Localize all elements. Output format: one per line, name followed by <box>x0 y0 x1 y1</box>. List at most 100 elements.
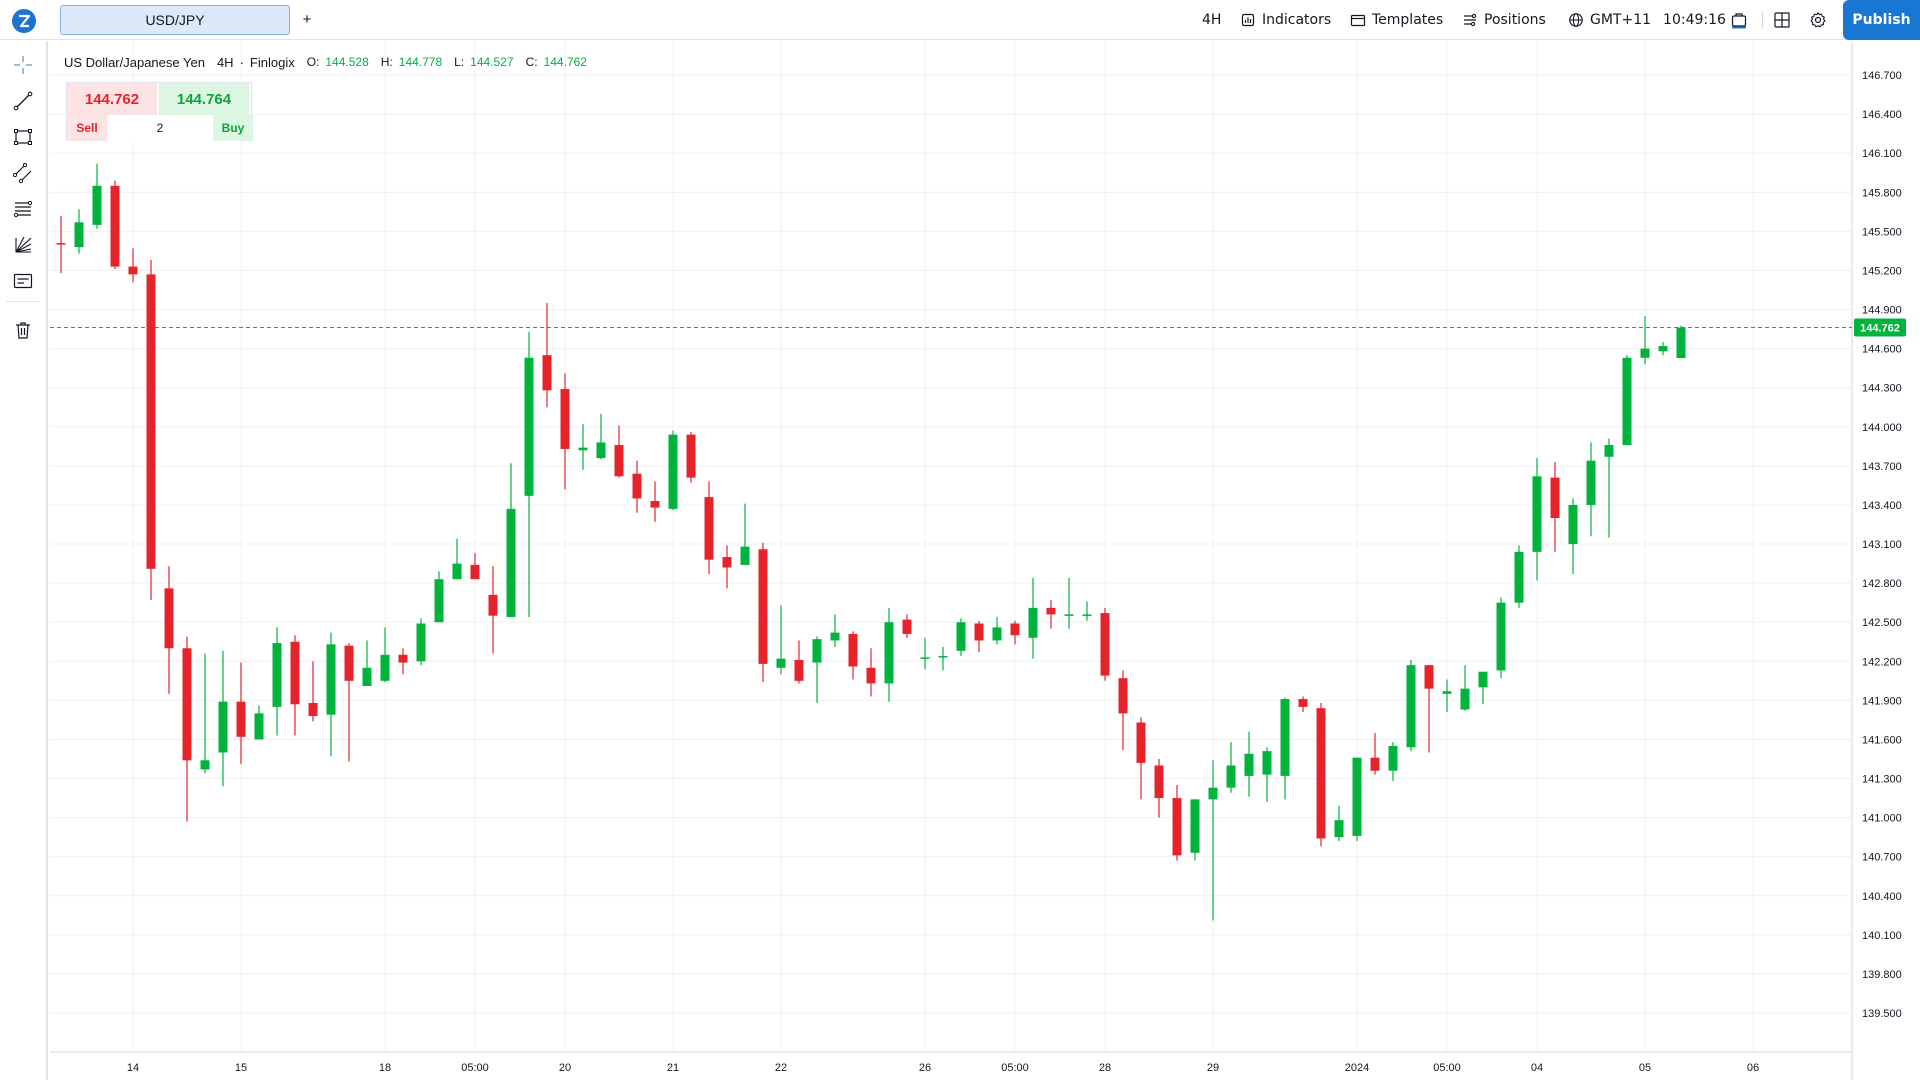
candle[interactable] <box>1010 620 1020 645</box>
candle[interactable] <box>128 248 138 283</box>
candle[interactable] <box>1136 717 1146 800</box>
candle[interactable] <box>1298 696 1308 713</box>
candle[interactable] <box>1280 697 1290 800</box>
candle[interactable] <box>542 303 552 408</box>
candle[interactable] <box>1028 577 1038 659</box>
candle[interactable] <box>632 460 642 513</box>
candle[interactable] <box>362 640 372 687</box>
trade-panel-toggle[interactable] <box>1730 0 1748 40</box>
quantity-input[interactable] <box>107 115 213 141</box>
sell-price-button[interactable]: 144.762 <box>67 83 157 115</box>
candle[interactable] <box>1514 545 1524 608</box>
candle[interactable] <box>1082 601 1092 621</box>
positions-button[interactable]: Positions <box>1462 0 1546 40</box>
candle[interactable] <box>920 637 930 670</box>
candle[interactable] <box>272 627 282 736</box>
candle[interactable] <box>506 463 516 617</box>
candle[interactable] <box>614 425 624 478</box>
candle[interactable] <box>830 614 840 647</box>
candle[interactable] <box>758 542 768 683</box>
candle[interactable] <box>218 650 228 787</box>
candle[interactable] <box>1604 438 1614 538</box>
candle[interactable] <box>812 636 822 703</box>
candle[interactable] <box>578 424 588 470</box>
trend-line-tool[interactable] <box>10 90 36 116</box>
candle[interactable] <box>1190 799 1200 861</box>
gann-fan-tool[interactable] <box>10 234 36 260</box>
candle[interactable] <box>1460 665 1470 711</box>
candle[interactable] <box>722 545 732 589</box>
candle[interactable] <box>704 481 714 575</box>
candle[interactable] <box>452 538 462 580</box>
candle[interactable] <box>776 605 786 675</box>
candle[interactable] <box>1406 659 1416 752</box>
candle[interactable] <box>290 635 300 736</box>
candle[interactable] <box>992 616 1002 645</box>
crosshair-tool[interactable] <box>10 54 36 80</box>
candle[interactable] <box>110 180 120 270</box>
rectangle-tool[interactable] <box>10 126 36 152</box>
candle[interactable] <box>470 553 480 580</box>
candle[interactable] <box>398 648 408 675</box>
candle[interactable] <box>488 566 498 654</box>
candle[interactable] <box>650 481 660 522</box>
candle[interactable] <box>1172 785 1182 861</box>
publish-button[interactable]: Publish <box>1843 0 1920 40</box>
candle[interactable] <box>74 209 84 254</box>
delete-drawings-tool[interactable] <box>10 319 36 345</box>
buy-button[interactable]: Buy <box>213 115 253 141</box>
settings-button[interactable] <box>1809 0 1827 40</box>
candle[interactable] <box>1046 600 1056 629</box>
candle[interactable] <box>848 631 858 680</box>
candle[interactable] <box>326 632 336 757</box>
price-chart[interactable]: 139.500 139.800 140.100 140.400 140.700 141.0… <box>50 41 1920 1080</box>
candle[interactable] <box>1118 670 1128 750</box>
candle[interactable] <box>1064 577 1074 629</box>
candle[interactable] <box>902 614 912 638</box>
interval-button[interactable]: 4H <box>1202 0 1221 40</box>
candle[interactable] <box>92 163 102 229</box>
candle[interactable] <box>668 430 678 511</box>
fib-retracement-tool[interactable] <box>10 198 36 224</box>
templates-button[interactable]: Templates <box>1350 0 1443 40</box>
candle[interactable] <box>740 503 750 565</box>
candle[interactable] <box>596 413 606 460</box>
candle[interactable] <box>524 331 534 617</box>
candle[interactable] <box>1442 679 1452 713</box>
candle[interactable] <box>416 618 426 666</box>
candle[interactable] <box>974 620 984 653</box>
candle[interactable] <box>1244 731 1254 797</box>
buy-price-button[interactable]: 144.764 <box>159 83 249 115</box>
candle[interactable] <box>254 705 264 740</box>
candle[interactable] <box>938 646 948 671</box>
candle[interactable] <box>866 648 876 697</box>
price-axis[interactable]: 139.500 139.800 140.100 140.400 140.700 141.0… <box>1862 70 1902 1020</box>
add-tab-button[interactable]: + <box>302 10 312 28</box>
candle[interactable] <box>1262 747 1272 802</box>
chart-area[interactable]: 139.500 139.800 140.100 140.400 140.700 141.0… <box>50 41 1920 1080</box>
candle[interactable] <box>236 662 246 765</box>
candle[interactable] <box>1154 758 1164 818</box>
candle[interactable] <box>560 373 570 490</box>
indicators-button[interactable]: Indicators <box>1240 0 1331 40</box>
candle[interactable] <box>1532 458 1542 581</box>
candle[interactable] <box>1226 742 1236 793</box>
candle[interactable] <box>1496 597 1506 679</box>
candle[interactable] <box>956 618 966 657</box>
candle[interactable] <box>1100 607 1110 681</box>
candle[interactable] <box>434 571 444 623</box>
candle[interactable] <box>1586 442 1596 537</box>
timezone-button[interactable]: GMT+11 10:49:16 <box>1568 0 1726 40</box>
candle[interactable] <box>686 432 696 483</box>
candle[interactable] <box>200 653 210 774</box>
candle[interactable] <box>56 215 66 274</box>
candle[interactable] <box>182 636 192 822</box>
text-note-tool[interactable] <box>10 270 36 296</box>
parallel-channel-tool[interactable] <box>10 162 36 188</box>
candle[interactable] <box>308 661 318 722</box>
candle[interactable] <box>1658 342 1668 356</box>
candle[interactable] <box>1568 498 1578 575</box>
candle[interactable] <box>380 627 390 683</box>
candle[interactable] <box>1676 325 1686 359</box>
candle[interactable] <box>1352 757 1362 842</box>
